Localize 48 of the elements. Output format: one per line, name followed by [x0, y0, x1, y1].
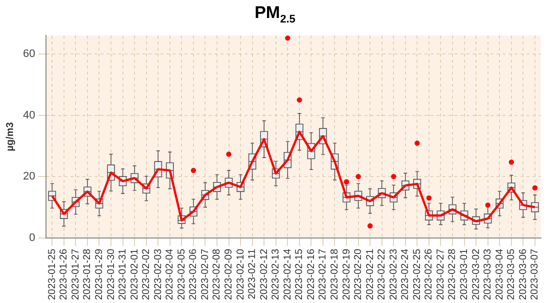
x-tick-label: 2023-02-02 [141, 248, 152, 300]
y-tick-label: 60 [22, 48, 36, 60]
x-tick-label: 2023-02-22 [376, 248, 388, 300]
x-tick-label: 2023-02-14 [282, 248, 294, 300]
x-tick-label: 2023-02-04 [164, 248, 176, 300]
x-tick-label: 2023-02-27 [435, 248, 446, 300]
x-tick-label: 2023-03-05 [506, 248, 518, 300]
x-tick-label: 2023-03-02 [470, 248, 482, 300]
x-tick-label: 2023-02-12 [258, 248, 270, 300]
x-tick-label: 2023-03-04 [494, 248, 506, 300]
x-tick-label: 2023-02-03 [152, 248, 164, 300]
x-tick-label: 2023-02-05 [176, 248, 188, 300]
x-tick-label: 2023-02-07 [200, 248, 211, 300]
x-tick-label: 2023-01-27 [70, 248, 82, 300]
x-tick-label: 2023-02-09 [224, 248, 235, 300]
chart-title: PM$_{2.5}$ [254, 2, 296, 26]
x-tick-label: 2023-03-07 [530, 248, 541, 300]
x-tick-label: 2023-01-26 [58, 248, 70, 300]
x-tick-label: 2023-02-08 [212, 248, 223, 300]
x-tick-label: 2023-02-10 [235, 248, 246, 300]
x-tick-label: 2023-03-03 [482, 248, 494, 300]
x-tick-label: 2023-02-17 [318, 248, 329, 300]
x-tick-label: 2023-01-29 [94, 248, 105, 300]
x-tick-label: 2023-03-01 [459, 248, 470, 300]
x-tick-label: 2023-02-06 [188, 248, 200, 300]
x-tick-label: 2023-01-30 [106, 248, 117, 300]
x-tick-label: 2023-02-20 [353, 248, 364, 300]
y-tick-label: 20 [22, 170, 36, 183]
x-tick-label: 2023-03-06 [518, 248, 529, 300]
x-tick-label: 2023-02-15 [294, 248, 306, 300]
x-tick-label: 2023-02-13 [270, 248, 282, 300]
x-tick-label: 2023-02-23 [388, 248, 400, 300]
x-tick-label: 2023-02-18 [329, 248, 340, 300]
x-tick-label: 2023-01-25 [46, 248, 58, 300]
x-tick-label: 2023-01-31 [118, 248, 129, 300]
y-tick-label: 40 [22, 109, 36, 122]
x-tick-label: 2023-02-21 [364, 248, 376, 300]
x-tick-label: 2023-01-28 [82, 248, 94, 300]
x-tick-label: 2023-02-19 [341, 248, 352, 300]
x-tick-label: 2023-02-28 [447, 248, 458, 300]
x-tick-label: 2023-02-11 [247, 248, 258, 300]
x-tick-label: 2023-02-24 [400, 248, 412, 300]
y-axis-title: µg/m3 [4, 122, 16, 152]
x-tick-label: 2023-02-16 [306, 248, 317, 300]
x-tick-label: 2023-02-01 [129, 248, 140, 300]
y-tick-label: 0 [29, 232, 36, 244]
x-tick-label: 2023-02-25 [412, 248, 423, 300]
x-tick-label: 2023-02-26 [424, 248, 435, 300]
